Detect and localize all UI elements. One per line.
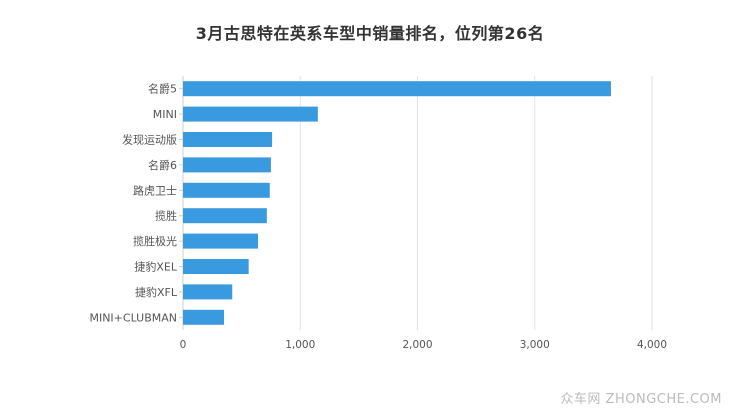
category-label: 路虎卫士 [133,184,177,197]
x-tick-label: 1,000 [285,339,315,351]
bar [183,208,267,224]
bar [183,309,225,325]
watermark: 众车网 ZHONGCHE.COM [560,392,722,407]
category-label: 揽胜极光 [133,234,177,248]
category-label: 发现运动版 [122,133,177,147]
x-tick-label: 4,000 [637,339,667,351]
category-label: 捷豹XEL [134,260,177,274]
bar [183,81,611,97]
category-label: MINI [153,108,177,121]
bar [183,259,249,274]
category-label: 名爵6 [148,158,177,172]
bar [183,284,233,300]
bar [183,157,271,173]
bar [183,132,273,147]
x-tick-label: 2,000 [402,339,432,351]
bar [183,233,259,249]
x-tick-label: 3,000 [520,339,550,351]
bar [183,182,270,198]
category-label: 揽胜 [155,209,177,223]
category-label: 捷豹XFL [135,285,178,299]
bar [183,106,318,122]
category-label: 名爵5 [148,82,177,96]
x-tick-label: 0 [180,339,187,351]
category-label: MINI+CLUBMAN [89,311,177,324]
chart-title: 3月古思特在英系车型中销量排名，位列第26名 [195,24,545,43]
